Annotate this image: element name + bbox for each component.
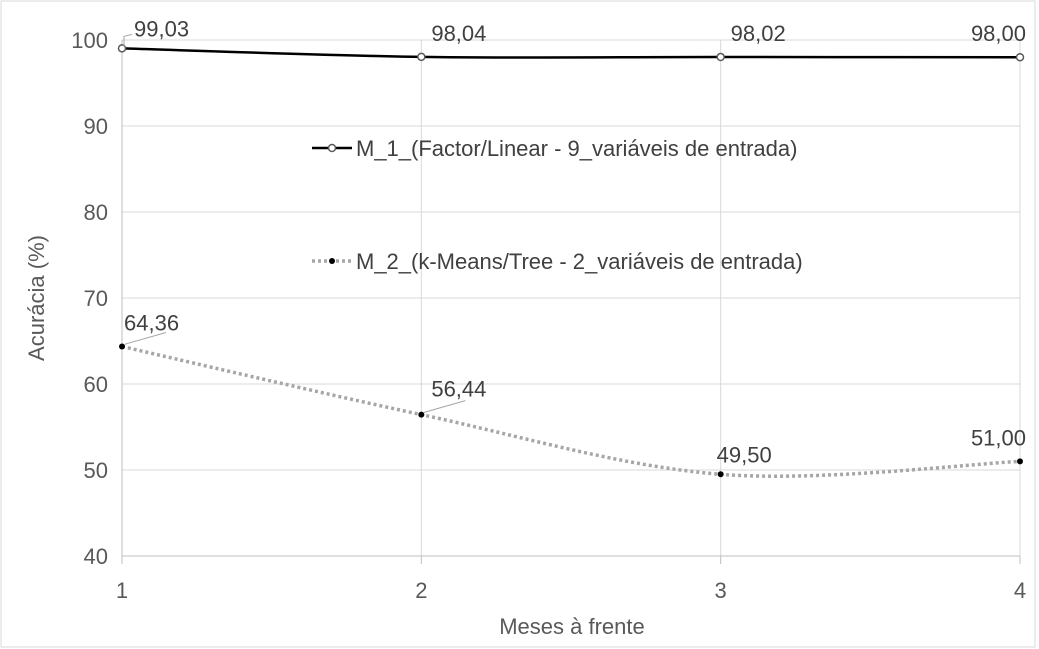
- data-label: 56,44: [431, 377, 486, 402]
- series-line-2: [121, 344, 1021, 478]
- x-axis-ticks: 1 2 3 4: [116, 578, 1026, 603]
- x-tick-label: 2: [415, 578, 427, 603]
- series-2-point: [717, 471, 724, 478]
- legend-entry-1: M_1_(Factor/Linear - 9_variáveis de entr…: [356, 136, 797, 161]
- y-tick-label: 100: [71, 28, 108, 53]
- y-tick-label: 50: [84, 458, 108, 483]
- x-tick-label: 4: [1014, 578, 1026, 603]
- data-label: 49,50: [717, 442, 772, 467]
- y-axis-title: Acurácia (%): [24, 235, 49, 361]
- x-tick-label: 1: [116, 578, 128, 603]
- gridlines: [122, 39, 1021, 556]
- legend: M_1_(Factor/Linear - 9_variáveis de entr…: [312, 136, 803, 274]
- data-label: 98,04: [431, 21, 486, 46]
- series-1-point: [716, 52, 725, 62]
- y-tick-label: 80: [84, 200, 108, 225]
- series-group: [117, 44, 1025, 478]
- legend-marker-2: [329, 258, 335, 264]
- series-2-point: [1017, 458, 1023, 465]
- data-label: 51,00: [971, 425, 1026, 450]
- data-label: 98,00: [971, 21, 1026, 46]
- legend-marker-1: [327, 143, 337, 153]
- axes: [121, 40, 1021, 564]
- data-label: 98,02: [731, 21, 786, 46]
- series-2-point: [119, 343, 125, 350]
- series-1-point: [417, 52, 426, 62]
- legend-entry-2: M_2_(k-Means/Tree - 2_variáveis de entra…: [356, 249, 803, 274]
- data-label: 64,36: [124, 311, 179, 336]
- x-tick-label: 3: [715, 578, 727, 603]
- series-1-point: [1015, 52, 1025, 62]
- series-line-1: [121, 47, 1021, 59]
- x-axis-title: Meses à frente: [499, 614, 645, 639]
- series-2-point: [418, 411, 425, 418]
- y-tick-label: 40: [84, 544, 108, 569]
- y-tick-label: 60: [84, 372, 108, 397]
- data-labels: 99,03 98,04 98,02 98,00 64,36 56,44 49,50 51,00: [123, 16, 1026, 467]
- y-axis-ticks: 40 50 60 70 80 90 100: [71, 28, 108, 569]
- data-label: 99,03: [134, 16, 189, 41]
- data-label-leader: [123, 33, 133, 47]
- data-label-leader: [123, 332, 167, 345]
- y-tick-label: 70: [84, 286, 108, 311]
- series-1-point: [117, 44, 127, 53]
- data-label-leader: [423, 400, 466, 414]
- y-tick-label: 90: [84, 114, 108, 139]
